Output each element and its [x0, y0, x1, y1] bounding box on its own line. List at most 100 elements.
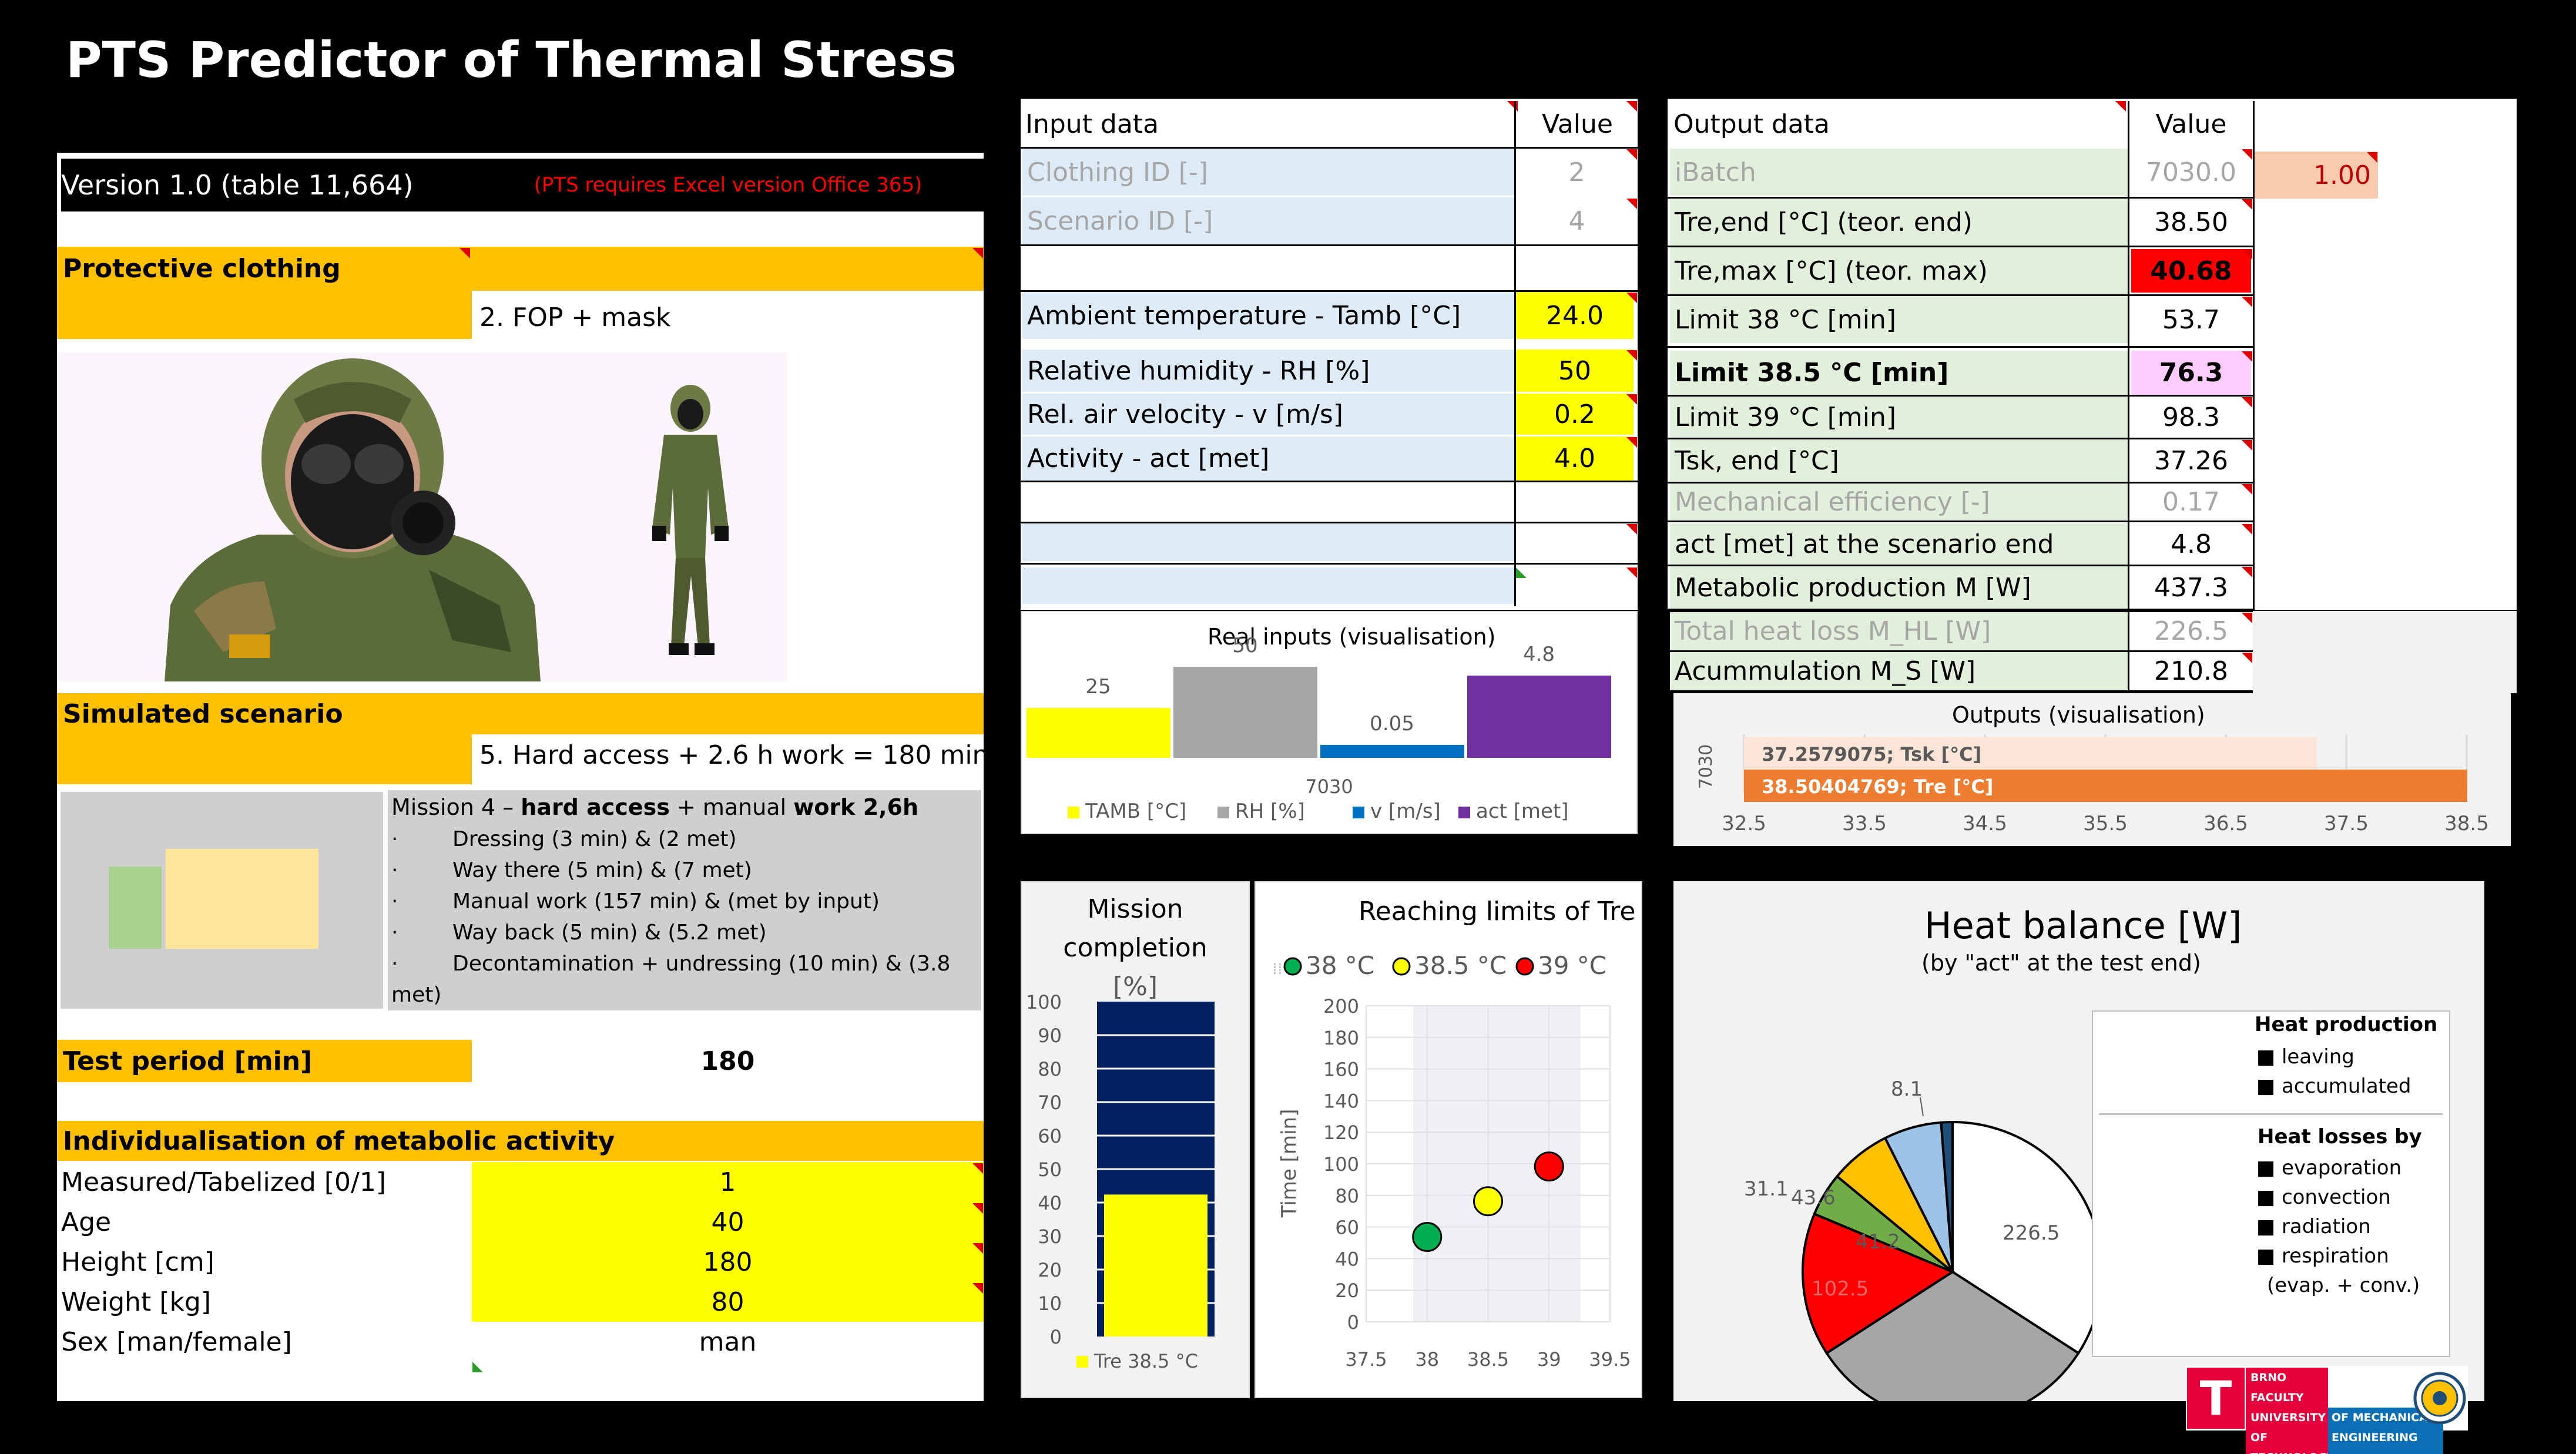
limits-x-tick: 38.5: [1467, 1348, 1509, 1371]
heat-balance-title: Heat balance [W]: [1924, 904, 2242, 947]
limits-legend-label: 38 °C: [1306, 951, 1374, 980]
limits-y-axis-label: Time [min]: [1277, 1109, 1301, 1218]
total-heat-loss-label: Total heat loss M_HL [W]: [1670, 612, 2128, 650]
age-input[interactable]: 40: [472, 1202, 984, 1242]
mission-tick-label: 70: [1038, 1092, 1062, 1114]
measured-input[interactable]: 1: [472, 1162, 984, 1202]
tamb-input[interactable]: 24.0: [1516, 292, 1634, 339]
real-inputs-data-label: 4.8: [1523, 643, 1555, 666]
rh-input[interactable]: 50: [1516, 350, 1634, 392]
outputs-tick-label: 32.5: [1722, 812, 1766, 835]
outputs-tick-label: 38.5: [2444, 812, 2489, 835]
ibatch-label: iBatch: [1670, 149, 2128, 196]
limits-y-tick: 180: [1323, 1027, 1359, 1049]
empty-input-cell: [1022, 568, 1514, 604]
height-label: Height [cm]: [61, 1247, 214, 1277]
tsk-end-label: Tsk, end [°C]: [1670, 439, 2128, 482]
limit-38-value: 53.7: [2162, 304, 2220, 335]
real-inputs-legend-label: v [m/s]: [1370, 800, 1441, 823]
mission-steps-list: · Dressing (3 min) & (2 met) · Way there (…: [391, 827, 979, 1012]
heat-balance-data-label: 8.1: [1891, 1077, 1923, 1101]
heat-balance-data-label: 31.1: [1744, 1177, 1789, 1201]
limits-x-tick: 39.5: [1589, 1348, 1631, 1371]
outputs-tick-label: 37.5: [2324, 812, 2369, 835]
empty-input-cell: [1022, 523, 1514, 561]
tre-end-value: 38.50: [2154, 207, 2228, 237]
limits-y-tick: 40: [1335, 1248, 1359, 1270]
real-inputs-data-label: 50: [1232, 634, 1257, 657]
real-inputs-bar: [1467, 676, 1611, 758]
legend-item-leaving: ■ leaving: [2256, 1045, 2354, 1069]
limits-y-tick: 60: [1335, 1217, 1359, 1239]
rh-label: Relative humidity - RH [%]: [1022, 350, 1514, 392]
mission-legend-swatch: [1076, 1356, 1088, 1368]
mission-step: · Way back (5 min) & (5.2 met): [391, 921, 767, 945]
ibatch-value: 7030.0: [2146, 157, 2236, 187]
clothing-id-value: 2: [1568, 157, 1585, 187]
clothing-select[interactable]: 2. FOP + mask: [474, 295, 813, 339]
tamb-label: Ambient temperature - Tamb [°C]: [1022, 292, 1514, 339]
legend-item-respiration: ■ respiration: [2256, 1244, 2389, 1268]
mission-step: · Way there (5 min) & (7 met): [391, 858, 752, 882]
mission-step: · Decontamination + undressing (10 min) &…: [391, 952, 951, 976]
real-inputs-legend-swatch: [1353, 807, 1364, 818]
heat-balance-slice: [1824, 1270, 2081, 1401]
faculty-seal-icon: [2413, 1372, 2466, 1425]
real-inputs-data-label: 0.05: [1370, 712, 1414, 736]
outputs-tick-label: 35.5: [2083, 812, 2128, 835]
velocity-input[interactable]: 0.2: [1516, 394, 1634, 435]
limits-y-tick: 140: [1323, 1090, 1359, 1112]
heat-losses-heading: Heat losses by: [2258, 1125, 2422, 1149]
mission-tick-label: 30: [1038, 1225, 1062, 1248]
limits-y-tick: 80: [1335, 1185, 1359, 1207]
real-inputs-legend-swatch: [1068, 807, 1079, 818]
real-inputs-bar: [1320, 745, 1464, 758]
limits-point: [1412, 1222, 1443, 1252]
input-header-value: Value: [1542, 109, 1613, 139]
weight-input[interactable]: 80: [472, 1282, 984, 1322]
mission-tick-label: 100: [1026, 991, 1062, 1013]
tre-max-label: Tre,max [°C] (teor. max): [1670, 247, 2128, 294]
measured-label: Measured/Tabelized [0/1]: [61, 1167, 386, 1197]
app-title: PTS Predictor of Thermal Stress: [66, 31, 957, 89]
act-end-label: act [met] at the scenario end: [1670, 523, 2128, 565]
real-inputs-legend-label: RH [%]: [1235, 800, 1305, 823]
weight-label: Weight [kg]: [61, 1287, 212, 1317]
real-inputs-category-label: 7030: [1305, 775, 1353, 798]
activity-input[interactable]: 4.0: [1516, 436, 1634, 481]
limit-385-label: Limit 38.5 °C [min]: [1670, 351, 2128, 395]
heat-balance-data-label: 43.6: [1791, 1186, 1836, 1210]
outputs-chart-title: Outputs (visualisation): [1952, 702, 2205, 728]
mission-tick-label: 60: [1038, 1125, 1062, 1147]
act-end-value: 4.8: [2171, 529, 2212, 559]
mission-step: · Manual work (157 min) & (met by input): [391, 889, 880, 914]
real-inputs-data-label: 25: [1085, 675, 1111, 699]
sex-input[interactable]: man: [699, 1327, 757, 1357]
test-period-value[interactable]: 180: [700, 1046, 755, 1076]
legend-item-evaporation: ■ evaporation: [2256, 1156, 2402, 1180]
mission-step-continued: met): [391, 983, 442, 1007]
scenario-id-label: Scenario ID [-]: [1022, 197, 1514, 244]
mission-description-box: [388, 790, 981, 1010]
mission-legend-label: Tre 38.5 °C: [1094, 1350, 1198, 1372]
soldier-portrait-image: [165, 358, 541, 681]
outputs-tick-label: 36.5: [2203, 812, 2248, 835]
real-inputs-legend-swatch: [1217, 807, 1229, 818]
mission-progress-fill: [1104, 1194, 1208, 1337]
legend-item-respiration-note: (evap. + conv.): [2267, 1274, 2420, 1297]
tre-end-label: Tre,end [°C] (teor. end): [1670, 199, 2128, 246]
activity-label: Activity - act [met]: [1022, 436, 1514, 481]
scenario-select[interactable]: 5. Hard access + 2.6 h work = 180 min: [474, 734, 984, 775]
outputs-bar: [1744, 770, 2467, 802]
heat-production-heading: Heat production: [2255, 1013, 2438, 1036]
limits-y-tick: 200: [1323, 995, 1359, 1018]
input-header-label: Input data: [1025, 109, 1159, 139]
real-inputs-bar: [1027, 708, 1170, 758]
height-input[interactable]: 180: [472, 1242, 984, 1282]
limits-legend-label: 38.5 °C: [1414, 951, 1507, 980]
real-inputs-title: Real inputs (visualisation): [1208, 624, 1496, 650]
metabolic-production-label: Metabolic production M [W]: [1670, 566, 2128, 609]
limits-y-tick: 100: [1323, 1153, 1359, 1176]
mission-tick-label: 20: [1038, 1259, 1062, 1281]
outputs-bar-label: 38.50404769; Tre [°C]: [1762, 775, 1993, 798]
